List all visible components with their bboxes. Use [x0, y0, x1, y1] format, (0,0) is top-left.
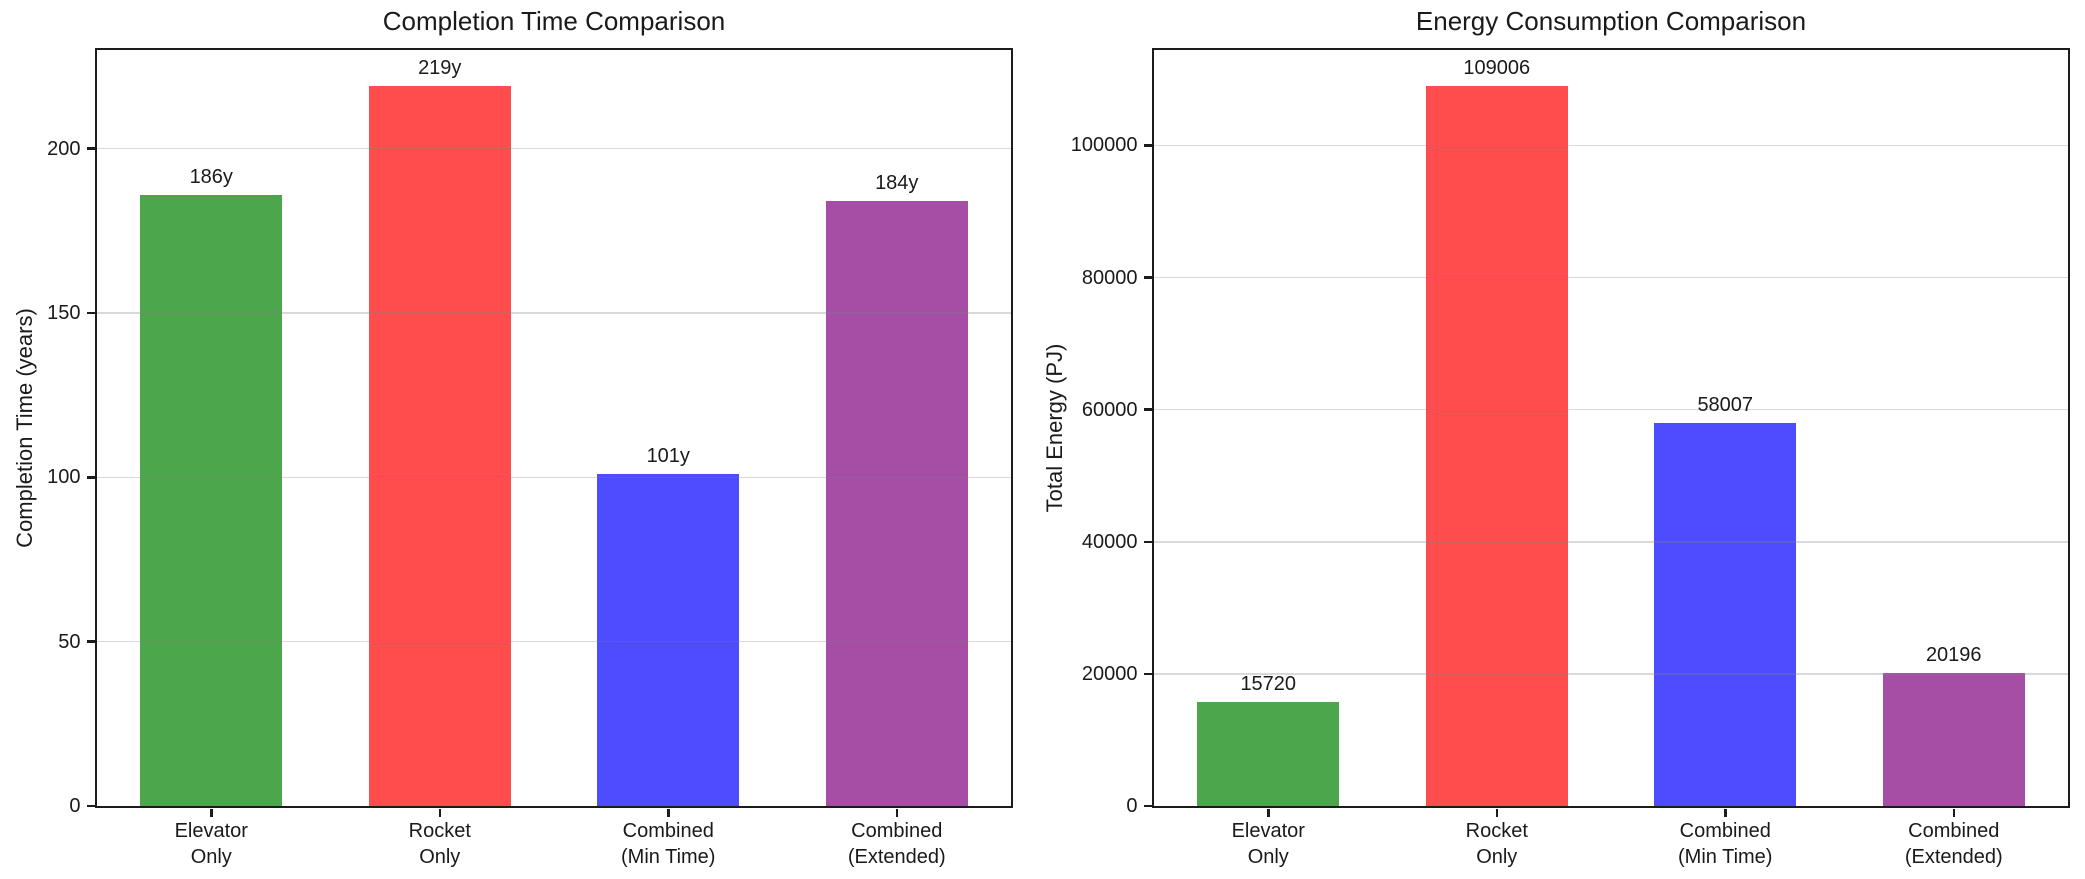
- y-axis-label: Total Energy (PJ): [1042, 343, 1067, 513]
- y-tick-label: 100: [47, 466, 81, 489]
- bar: [140, 194, 283, 806]
- x-tick-label: Combined (Extended): [847, 820, 946, 868]
- y-tick-label: 0: [1126, 795, 1138, 817]
- x-tick-mark: [1952, 808, 1955, 817]
- chart-title: Energy Consumption Comparison: [1415, 6, 1807, 36]
- bar-value-label: 58007: [1697, 393, 1754, 416]
- y-tick-mark: [86, 147, 95, 150]
- bar-value-label: 184y: [875, 172, 919, 195]
- bar: [1425, 86, 1568, 806]
- x-tick-label: Combined (Min Time): [1678, 820, 1773, 868]
- chart-completion-time: Completion Time Comparison Completion Ti…: [0, 0, 1042, 879]
- x-tick-mark: [895, 808, 898, 817]
- y-tick-mark: [1143, 672, 1152, 676]
- x-tick-label: Combined (Extended): [1904, 820, 2003, 868]
- bar-value-label: 101y: [646, 445, 690, 468]
- y-tick-label: 40000: [1081, 530, 1138, 553]
- y-tick-label: 60000: [1081, 398, 1138, 421]
- y-tick-mark: [1143, 276, 1152, 279]
- bar: [368, 86, 511, 806]
- gridline: [1154, 673, 2068, 675]
- bar-value-label: 186y: [189, 165, 233, 188]
- y-tick-mark: [86, 804, 95, 808]
- bar: [1882, 672, 2025, 806]
- x-tick-label: Elevator Only: [174, 820, 248, 868]
- y-tick-mark: [1143, 540, 1152, 544]
- x-tick-label: Rocket Only: [1465, 820, 1528, 868]
- y-tick-label: 50: [58, 630, 81, 653]
- gridline: [97, 147, 1011, 150]
- x-tick-label: Combined (Min Time): [621, 820, 716, 868]
- gridline: [97, 312, 1011, 314]
- gridline: [1154, 408, 2068, 411]
- gridline: [1154, 276, 2068, 279]
- chart-title: Completion Time Comparison: [382, 6, 726, 36]
- gridline: [1154, 144, 2068, 147]
- x-tick-mark: [438, 808, 441, 817]
- y-tick-label: 150: [47, 301, 81, 324]
- x-tick-mark: [667, 808, 670, 817]
- bar-value-label: 219y: [418, 57, 462, 80]
- y-tick-mark: [1143, 408, 1152, 411]
- gridline: [97, 640, 1011, 643]
- gridline: [97, 476, 1011, 479]
- y-tick-label: 100000: [1070, 134, 1138, 157]
- y-tick-label: 0: [69, 795, 81, 817]
- bar: [825, 201, 968, 806]
- x-tick-mark: [1724, 808, 1727, 817]
- bar-value-label: 15720: [1240, 673, 1297, 696]
- chart-energy-consumption: Energy Consumption Comparison Total Ener…: [1042, 0, 2085, 879]
- x-tick-label: Elevator Only: [1231, 820, 1305, 868]
- bar: [1654, 422, 1797, 806]
- y-tick-mark: [1143, 144, 1152, 147]
- x-tick-label: Rocket Only: [408, 820, 471, 868]
- bar-value-label: 109006: [1463, 57, 1531, 79]
- plot-area: 0 20000 40000 60000 80000 100000 15720 Elevator…: [1071, 48, 2070, 868]
- plot-area: 0 50 100 150 200 186y Elevator Only 219y Rocket …: [47, 48, 1013, 868]
- y-tick-mark: [86, 640, 95, 643]
- bar: [597, 474, 740, 806]
- bar-value-label: 20196: [1925, 643, 1982, 666]
- y-tick-mark: [86, 311, 95, 315]
- y-tick-mark: [1143, 804, 1152, 808]
- x-tick-mark: [1267, 808, 1270, 817]
- y-tick-label: 80000: [1081, 266, 1138, 289]
- y-axis-label: Completion Time (years): [12, 308, 37, 548]
- y-tick-label: 200: [47, 137, 81, 160]
- y-tick-label: 20000: [1081, 662, 1138, 685]
- y-tick-mark: [86, 476, 95, 479]
- x-tick-mark: [210, 808, 213, 817]
- x-tick-mark: [1495, 808, 1498, 817]
- gridline: [1154, 541, 2068, 543]
- bar: [1197, 702, 1340, 806]
